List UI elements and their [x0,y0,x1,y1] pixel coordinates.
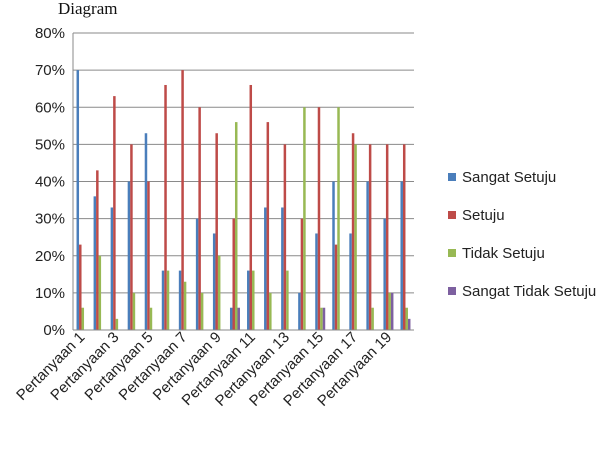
y-tick-label: 30% [35,211,65,228]
bar [247,270,250,330]
bar [400,181,403,330]
legend-label: Setuju [462,207,505,224]
y-tick-label: 0% [43,322,65,339]
legend-swatch [448,211,456,219]
legend-swatch [448,287,456,295]
legend-label: Sangat Tidak Setuju [462,283,596,300]
bar [149,307,153,330]
caption-fragment: Diagram [58,0,117,18]
bar [181,70,184,331]
legend-swatch [448,249,456,257]
bar [183,281,187,330]
bar [298,292,301,331]
bar [286,270,289,330]
bar [349,233,352,330]
bar [113,96,116,330]
bar [127,181,131,330]
bar [198,107,201,330]
bar [130,144,133,331]
bar [144,133,148,330]
bar [281,207,284,330]
bar [252,270,255,330]
y-tick-label: 40% [35,174,65,191]
bar [354,144,357,331]
bar [317,107,321,330]
bar [215,133,218,330]
bar [96,170,99,330]
y-tick-label: 60% [35,99,65,116]
bar [212,233,216,330]
y-axis-ticks: 0% 10% 20% 30% 40% 50% 60% 70% 80% [35,25,65,339]
bar [132,292,136,331]
bar [385,144,389,331]
legend-label: Sangat Setuju [462,169,556,186]
legend-label: Tidak Setuju [462,245,545,262]
bar [269,292,272,331]
bar [368,144,372,331]
y-tick-label: 70% [35,62,65,79]
bar [264,207,267,330]
bar [315,233,318,330]
bar [337,107,340,330]
bar [115,318,119,330]
bar [402,144,406,331]
bar [332,181,335,330]
bar [229,307,233,330]
bar [320,307,323,330]
y-tick-label: 10% [35,285,65,302]
bar [249,84,253,330]
bar [300,218,304,331]
bar [110,207,114,330]
bar [93,196,97,330]
bar [200,292,204,331]
bar [232,218,235,331]
bar [334,244,338,330]
bar [76,70,80,331]
bar [195,218,199,331]
bar [283,144,287,331]
bar [164,84,167,330]
bar [383,218,386,331]
bar [303,107,306,330]
bar [98,255,102,330]
bar [81,307,85,330]
bar [161,270,165,330]
y-tick-label: 80% [35,25,65,42]
bar [166,270,170,330]
y-tick-label: 50% [35,136,65,153]
bar [351,133,355,330]
bars [76,70,411,331]
bar [178,270,182,330]
y-tick-label: 20% [35,248,65,265]
bar [322,307,326,330]
legend-swatch [448,173,456,181]
bar [79,244,82,330]
bar [147,181,150,330]
legend: Sangat Setuju Setuju Tidak Setuju Sangat Ti… [448,169,596,300]
bar [371,307,374,330]
bar [234,122,238,330]
bar [366,181,369,330]
bar [407,318,411,330]
bar [237,307,240,330]
bar [405,307,408,330]
bar [390,292,394,331]
gridlines [73,32,414,294]
bar [217,255,221,330]
bar [266,122,270,330]
bar [388,292,391,331]
